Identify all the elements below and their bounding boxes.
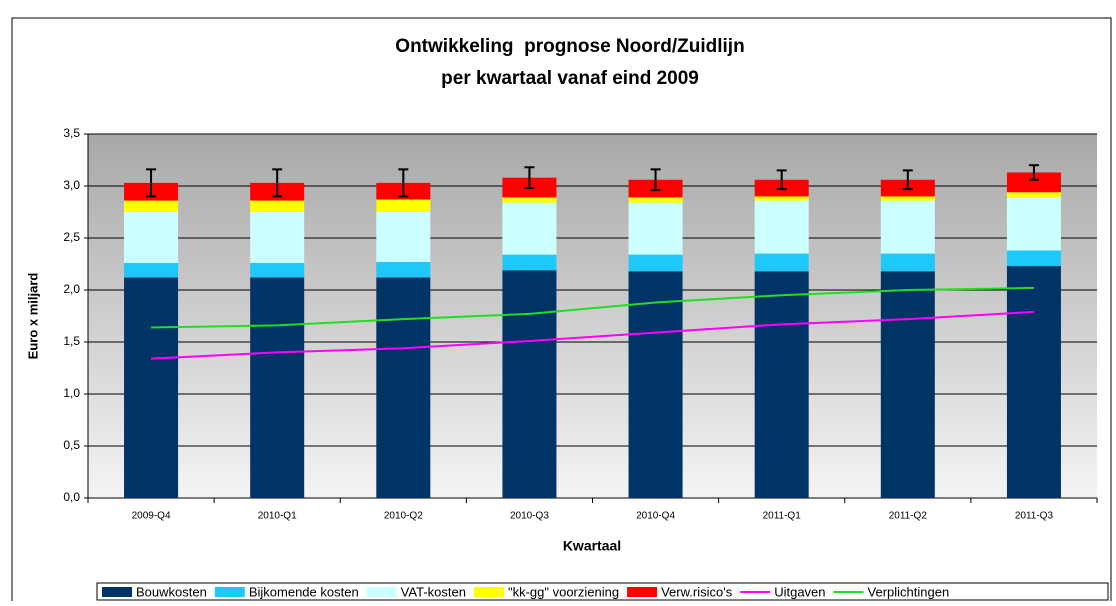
bar-segment — [754, 271, 809, 498]
chart-title: per kwartaal vanaf eind 2009 — [441, 68, 699, 89]
legend-label: Uitgaven — [774, 584, 825, 599]
legend-swatch — [214, 587, 245, 597]
legend-swatch — [473, 587, 504, 597]
bar-segment — [754, 196, 809, 201]
x-tick-label: 2010-Q1 — [258, 511, 297, 522]
bar-segment — [1006, 192, 1061, 198]
bar-segment — [502, 270, 557, 498]
legend-swatch — [627, 587, 658, 597]
legend-label: Verplichtingen — [868, 584, 950, 599]
error-bar — [146, 168, 157, 198]
chart-title: Ontwikkeling prognose Noord/Zuidlijn — [395, 36, 744, 57]
error-bar — [524, 166, 535, 190]
bar-segment — [376, 277, 431, 498]
error-bar — [902, 169, 913, 191]
legend-label: "kk-gg" voorziening — [508, 584, 619, 599]
bar-segment — [628, 197, 683, 203]
bar-segment — [376, 261, 431, 278]
bar-segment — [376, 199, 431, 212]
bar-segment — [1006, 266, 1061, 498]
x-tick-label: 2011-Q3 — [1015, 511, 1054, 522]
y-tick-label: 2,5 — [63, 230, 80, 244]
line-series — [151, 310, 1034, 360]
error-bar — [650, 168, 661, 192]
bar-segment — [250, 212, 305, 263]
legend — [96, 582, 1109, 601]
bar-segment — [880, 200, 935, 254]
y-tick-label: 0,5 — [63, 438, 80, 452]
bar-segment — [880, 271, 935, 498]
x-tick-label: 2010-Q2 — [384, 511, 423, 522]
bar-segment — [880, 253, 935, 272]
bar-segment — [628, 202, 683, 255]
error-bar — [776, 169, 787, 191]
line-series — [151, 286, 1034, 329]
bar-segment — [880, 196, 935, 201]
bar-segment — [250, 277, 305, 498]
bar-segment — [1006, 250, 1061, 267]
y-tick-label: 3,5 — [63, 126, 80, 140]
bar-segment — [1006, 172, 1061, 193]
bar-segment — [250, 200, 305, 212]
bar-segment — [124, 200, 179, 212]
legend-label: Bouwkosten — [136, 584, 207, 599]
x-tick-label: 2010-Q4 — [636, 511, 675, 522]
bar-segment — [754, 200, 809, 254]
x-tick-label: 2011-Q2 — [889, 511, 928, 522]
error-bar — [272, 168, 283, 198]
x-tick-label: 2009-Q4 — [132, 511, 171, 522]
legend-label: VAT-kosten — [401, 584, 466, 599]
bar-segment — [124, 212, 179, 263]
y-tick-label: 1,0 — [63, 386, 80, 400]
legend-swatch — [102, 587, 132, 597]
bar-segment — [502, 197, 557, 203]
x-tick-label: 2011-Q1 — [763, 511, 802, 522]
bar-segment — [124, 277, 179, 498]
y-tick-label: 3,0 — [63, 178, 80, 192]
legend-label: Bijkomende kosten — [249, 584, 359, 599]
bar-segment — [754, 253, 809, 272]
y-tick-label: 2,0 — [63, 282, 80, 296]
y-tick-label: 0,0 — [63, 490, 80, 504]
bar-segment — [628, 271, 683, 498]
y-tick-label: 1,5 — [63, 334, 80, 348]
legend-label: Verw.risico's — [661, 584, 733, 599]
bar-segment — [628, 254, 683, 272]
bar-segment — [376, 212, 431, 262]
y-axis-label: Euro x miljard — [25, 273, 40, 360]
bar-segment — [1006, 197, 1061, 251]
error-bar — [398, 168, 409, 198]
error-bar — [1028, 164, 1039, 181]
x-tick-label: 2010-Q3 — [510, 511, 549, 522]
bar-segment — [502, 254, 557, 271]
legend-swatch — [366, 587, 397, 597]
x-axis-label: Kwartaal — [563, 538, 621, 554]
bar-segment — [502, 202, 557, 255]
bar-segment — [124, 262, 179, 278]
bar-segment — [250, 262, 305, 278]
